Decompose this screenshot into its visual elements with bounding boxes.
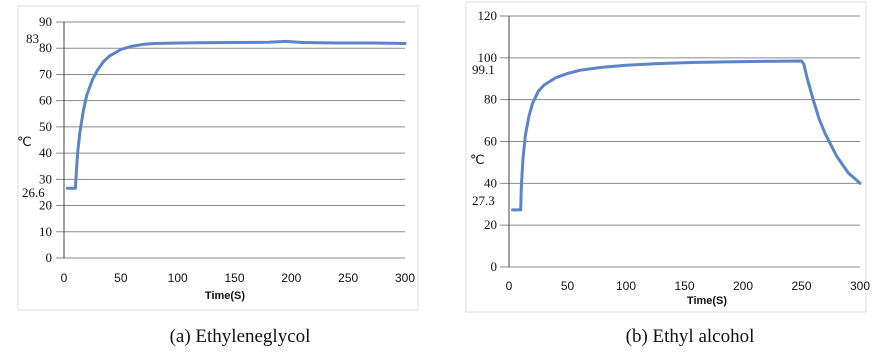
chart-b-y-tick-label: 40	[484, 175, 497, 190]
chart-a-y-ticks: 0 10 20 30 40 50 60 70 80 90	[39, 14, 52, 265]
chart-b-x-ticks: 0 50 100 150 200 250 300	[506, 279, 871, 293]
chart-b-y-tick-label: 0	[491, 259, 498, 274]
chart-a-annotation-26-6: 26.6	[22, 185, 45, 200]
chart-a-x-tick-label: 50	[114, 271, 128, 285]
chart-a-y-tick-label: 20	[39, 198, 52, 213]
panel-b-frame	[465, 1, 867, 313]
chart-a-y-tick-label: 40	[39, 145, 52, 160]
chart-b-y-tick-label: 80	[484, 92, 497, 107]
chart-b-y-tick-label: 100	[478, 50, 498, 65]
chart-a-y-tick-label: 60	[39, 93, 52, 108]
chart-b-x-tick-label: 200	[733, 279, 753, 293]
chart-a-y-tick-label: 70	[39, 66, 52, 81]
chart-ethyleneglycol: 0 10 20 30 40 50 60 70 80 90 0 50 100 150 200 250 300 8…	[17, 14, 415, 302]
chart-a-x-tick-label: 100	[168, 271, 188, 285]
chart-a-y-tick-label: 50	[39, 119, 52, 134]
chart-b-gridlines	[500, 15, 860, 268]
chart-a-gridlines	[56, 21, 405, 259]
chart-b-y-tick-label: 20	[484, 217, 497, 232]
panel-a-frame	[17, 5, 419, 311]
chart-b-x-tick-label: 150	[674, 279, 694, 293]
chart-b-annotation-99-1: 99.1	[472, 62, 495, 77]
chart-a-series-line	[65, 39, 407, 190]
chart-b-x-tick-label: 50	[561, 279, 575, 293]
chart-a-y-tick-label: 10	[39, 224, 52, 239]
chart-a-x-tick-label: 0	[61, 271, 68, 285]
chart-a-annotation-83: 83	[26, 31, 39, 46]
caption-a: (a) Ethyleneglycol	[170, 326, 311, 347]
chart-a-y-tick-label: 0	[46, 250, 53, 265]
caption-b: (b) Ethyl alcohol	[626, 326, 755, 347]
chart-a-y-tick-label: 80	[39, 40, 52, 55]
chart-a-x-tick-label: 250	[338, 271, 358, 285]
chart-b-y-tick-label: 60	[484, 134, 497, 149]
chart-b-y-tick-label: 120	[478, 8, 498, 23]
chart-a-y-axis-label: ℃	[17, 134, 32, 149]
chart-b-y-axis-label: ℃	[470, 152, 485, 167]
chart-a-y-tick-label: 30	[39, 171, 52, 186]
chart-a-y-tick-label: 90	[39, 14, 52, 29]
chart-b-annotation-27-3: 27.3	[472, 193, 495, 208]
chart-a-x-ticks: 0 50 100 150 200 250 300	[61, 271, 416, 285]
chart-b-series-line	[511, 59, 862, 212]
chart-b-x-tick-label: 0	[506, 279, 513, 293]
chart-a-x-tick-label: 200	[281, 271, 301, 285]
chart-b-y-ticks: 0 20 40 60 80 100 120	[478, 8, 498, 274]
chart-b-x-tick-label: 100	[616, 279, 636, 293]
chart-b-x-axis-label: Time(S)	[687, 295, 727, 307]
chart-b-x-tick-label: 250	[791, 279, 811, 293]
chart-a-x-tick-label: 300	[395, 271, 415, 285]
chart-a-x-axis-label: Time(S)	[205, 290, 245, 302]
chart-b-x-tick-label: 300	[850, 279, 870, 293]
chart-a-x-tick-label: 150	[224, 271, 244, 285]
